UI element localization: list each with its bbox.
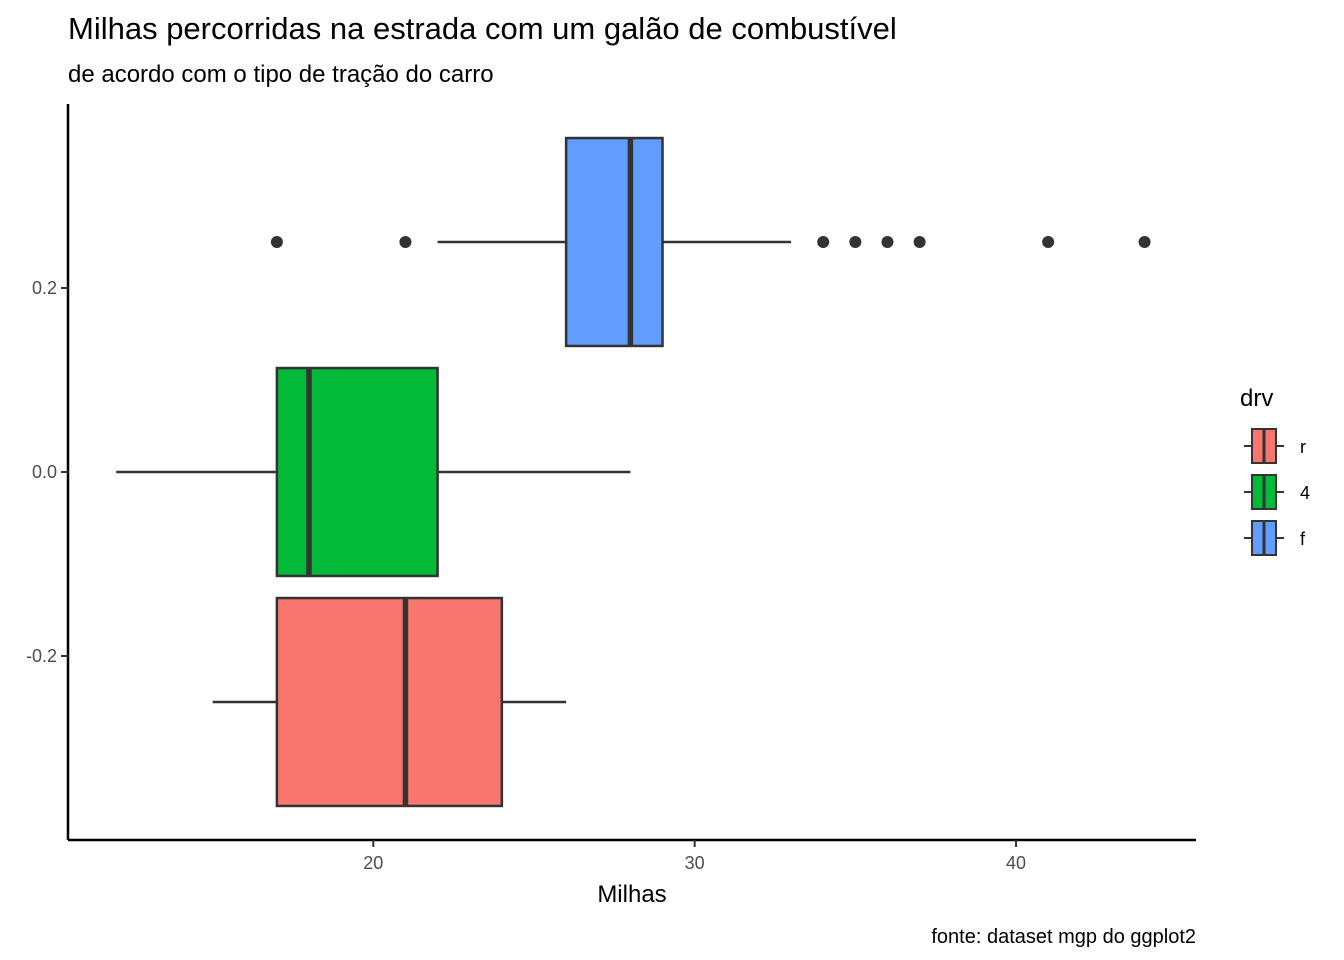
legend-title: drv: [1240, 385, 1273, 412]
outlier-point-f-0: [270, 236, 283, 248]
chart-caption: fonte: dataset mgp do ggplot2: [931, 926, 1196, 948]
legend-item-r: r: [1244, 428, 1306, 464]
legend-item-f: f: [1244, 520, 1306, 556]
legend-label-4: 4: [1300, 483, 1310, 503]
box-group-r: [212, 596, 567, 808]
outlier-point-f-1: [399, 236, 412, 248]
y-tick-label: 0.0: [32, 462, 57, 482]
box-group-f: [270, 136, 1151, 348]
box-group-4: [116, 366, 631, 578]
box-r: [275, 596, 504, 808]
x-tick-label: 20: [363, 853, 383, 873]
legend-label-r: r: [1300, 437, 1306, 457]
x-tick-label: 40: [1006, 853, 1026, 873]
outlier-point-f-4: [881, 236, 894, 248]
box-4: [275, 366, 439, 578]
axes-layer: 20 30 40 0.2 0.0 -0.2: [26, 104, 1196, 873]
outlier-point-f-2: [817, 236, 830, 248]
chart-title: Milhas percorridas na estrada com um gal…: [68, 11, 897, 46]
outlier-point-f-5: [913, 236, 926, 248]
chart-subtitle: de acordo com o tipo de tração do carro: [68, 61, 494, 88]
legend-label-f: f: [1300, 529, 1306, 549]
y-tick-label: 0.2: [32, 278, 57, 298]
x-axis-title: Milhas: [597, 881, 666, 908]
outlier-point-f-7: [1138, 236, 1151, 248]
y-tick-label: -0.2: [26, 646, 57, 666]
x-tick-label: 30: [685, 853, 705, 873]
legend-item-4: 4: [1244, 474, 1310, 510]
outlier-point-f-3: [849, 236, 862, 248]
boxes-layer: [116, 136, 1151, 808]
legend: drv r 4 f: [1240, 385, 1310, 556]
outlier-point-f-6: [1042, 236, 1055, 248]
box-f: [564, 136, 664, 348]
